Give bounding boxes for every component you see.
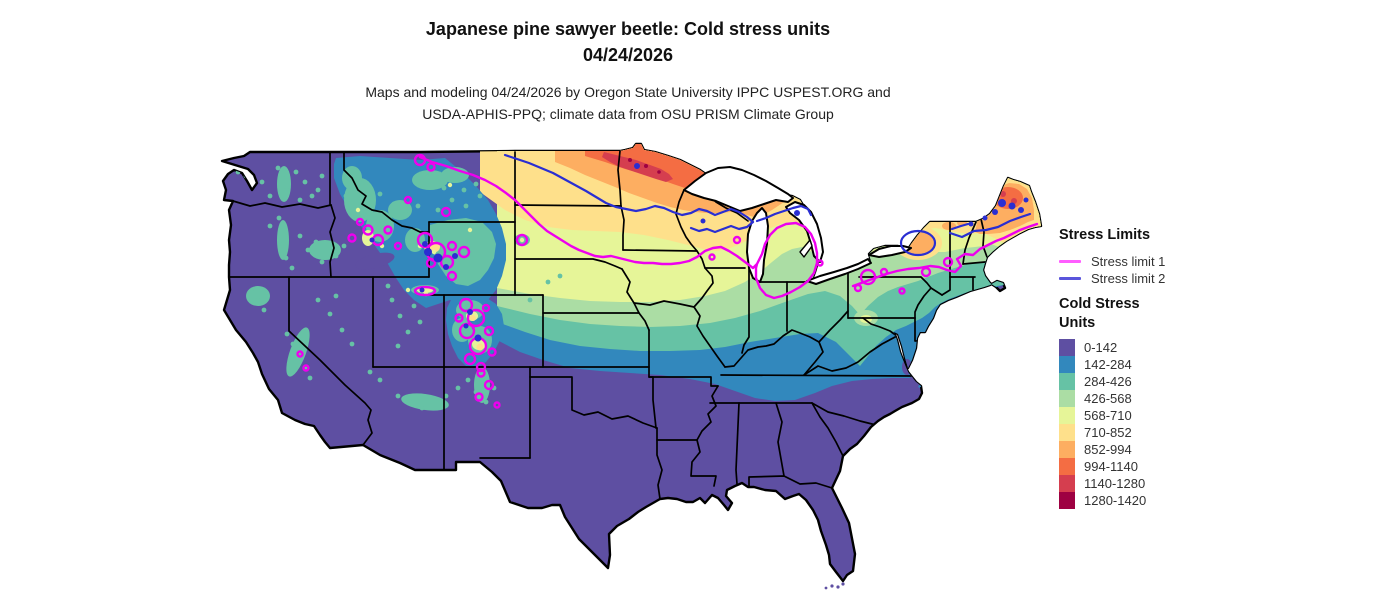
lake-huron (785, 201, 824, 263)
class-swatch-4 (1059, 407, 1075, 424)
legend-class-row: 994-1140 (1059, 458, 1269, 475)
legend-class-row: 426-568 (1059, 390, 1269, 407)
class-swatch-2 (1059, 373, 1075, 390)
class-swatch-9 (1059, 492, 1075, 509)
legend-class-row: 284-426 (1059, 373, 1269, 390)
legend-class-row: 142-284 (1059, 356, 1269, 373)
stress-limit-2-blobs (369, 163, 1029, 342)
class-swatch-0 (1059, 339, 1075, 356)
legend-item-stress-limit-1: Stress limit 1 (1059, 253, 1269, 270)
map-title: Japanese pine sawyer beetle: Cold stress… (425, 19, 831, 39)
saginaw-bay (799, 239, 813, 258)
legend-class-row: 852-994 (1059, 441, 1269, 458)
lake-ontario (868, 245, 912, 258)
class-swatch-6 (1059, 441, 1075, 458)
lake-superior (683, 166, 794, 212)
lake-erie (806, 258, 872, 285)
class-swatch-8 (1059, 475, 1075, 492)
class-swatch-1 (1059, 356, 1075, 373)
legend-class-row: 568-710 (1059, 407, 1269, 424)
legend-class-row: 1140-1280 (1059, 475, 1269, 492)
legend-class-row: 710-852 (1059, 424, 1269, 441)
title-block: Japanese pine sawyer beetle: Cold stress… (0, 16, 1256, 68)
stress-limit-2-line-swatch (1059, 277, 1081, 280)
map-subtitle-line1: Maps and modeling 04/24/2026 by Oregon S… (365, 84, 891, 100)
florida-keys (824, 582, 845, 590)
class-swatch-3 (1059, 390, 1075, 407)
class-swatch-5 (1059, 424, 1075, 441)
legend-class-row: 0-142 (1059, 339, 1269, 356)
stress-limits-heading: Stress Limits (1059, 227, 1151, 243)
map-subtitle-line2: USDA-APHIS-PPQ; climate data from OSU PR… (422, 106, 834, 122)
stress-limit-2-contours (369, 153, 1032, 342)
class-swatch-7 (1059, 458, 1075, 475)
cold-stress-heading-line2: Units (1059, 315, 1096, 331)
legend-class-row: 1280-1420 (1059, 492, 1269, 509)
state-borders (228, 150, 988, 500)
map-title-date: 04/24/2026 (582, 45, 674, 65)
subtitle-block: Maps and modeling 04/24/2026 by Oregon S… (0, 81, 1256, 125)
cold-stress-heading-line1: Cold Stress (1059, 296, 1140, 312)
stress-limit-1-line-swatch (1059, 260, 1081, 263)
legend-item-stress-limit-2: Stress limit 2 (1059, 270, 1269, 287)
stress-limit-1-contours (296, 153, 1039, 409)
legend: Stress Limits Stress limit 1 Stress limi… (1059, 226, 1269, 509)
lake-michigan (746, 207, 769, 283)
great-lakes (683, 166, 912, 285)
